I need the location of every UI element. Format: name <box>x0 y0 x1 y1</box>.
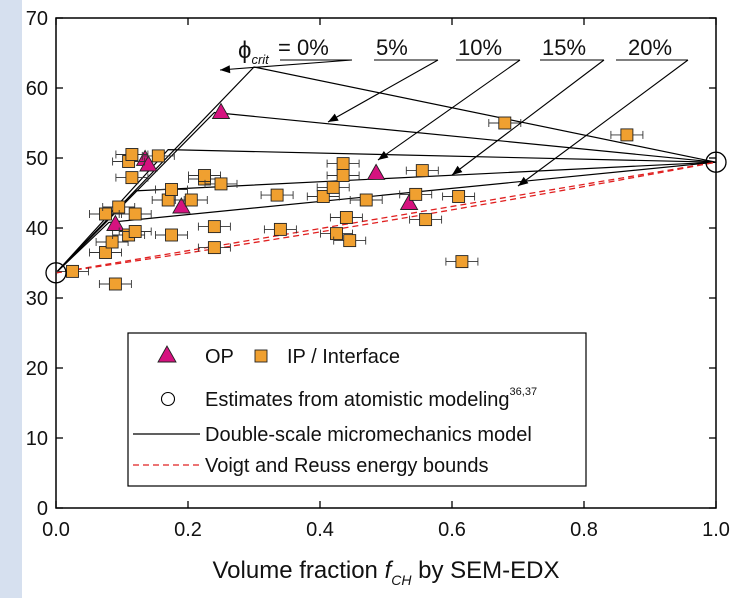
ip-point <box>128 207 142 221</box>
y-tick-label: 0 <box>37 498 48 520</box>
op-point <box>106 214 125 231</box>
model-line <box>55 148 717 274</box>
atomistic-estimate-point <box>705 151 727 173</box>
model-line-label: = 0% <box>278 35 329 60</box>
label-arrow <box>219 59 353 71</box>
ip-point <box>273 222 287 236</box>
arrow-head <box>452 165 463 175</box>
x-tick-label: 0.2 <box>174 519 202 541</box>
ip-point <box>419 213 433 227</box>
bound-lines <box>55 161 717 274</box>
model-line-label: 10% <box>458 35 502 60</box>
legend-bound-label: Voigt and Reuss energy bounds <box>205 455 489 477</box>
bound-line <box>55 161 717 274</box>
op-point <box>139 155 158 172</box>
model-line <box>55 111 717 274</box>
side-band <box>0 0 22 598</box>
legend-ip-symbol <box>254 349 268 363</box>
legend-op-label: OP <box>205 346 234 368</box>
x-tick-label: 0.8 <box>570 519 598 541</box>
ip-point <box>330 227 343 241</box>
data-points <box>45 102 727 291</box>
label-arrow <box>377 59 521 161</box>
ip-point <box>359 193 373 207</box>
ip-point <box>112 200 126 214</box>
arrow-head <box>518 176 529 186</box>
ip-point <box>125 171 139 185</box>
ip-point <box>336 169 350 182</box>
x-tick-label: 0.4 <box>306 519 334 541</box>
x-axis-title: Volume fraction fCH by SEM-EDX <box>212 557 559 588</box>
op-point <box>399 193 419 210</box>
ip-point <box>214 177 228 191</box>
ip-point <box>151 149 165 163</box>
legend-ip-label: IP / Interface <box>287 346 400 368</box>
x-tick-label: 0.6 <box>438 519 466 541</box>
y-tick-label: 10 <box>26 428 48 450</box>
ip-point <box>498 116 512 130</box>
ip-point <box>207 241 221 255</box>
legend-box <box>127 332 587 487</box>
ip-point <box>455 255 469 269</box>
legend: OP IP / Interface Estimates from atomistic… <box>127 332 587 487</box>
model-line <box>55 161 717 274</box>
model-line-label: 20% <box>628 35 672 60</box>
annotations: ϕcrit = 0% 5% 10% 15% 20% <box>238 35 672 67</box>
y-tick-label: 20 <box>26 358 48 380</box>
ip-point <box>99 246 112 259</box>
arrow-head <box>220 65 231 74</box>
y-tick-label: 30 <box>26 288 48 310</box>
model-line <box>55 161 717 274</box>
ip-point <box>339 211 353 224</box>
bound-line <box>55 161 717 274</box>
y-tick-label: 50 <box>26 148 48 170</box>
ip-point <box>409 187 423 201</box>
annotation-arrows <box>219 59 689 187</box>
ip-point <box>270 188 284 202</box>
y-tick-label: 60 <box>26 78 48 100</box>
ip-point <box>343 234 357 248</box>
ip-point <box>108 277 122 291</box>
ip-point <box>207 220 221 234</box>
model-line-label: 15% <box>542 35 586 60</box>
y-tick-label: 70 <box>26 8 48 30</box>
legend-circle-symbol <box>160 391 176 407</box>
ip-point <box>316 190 330 203</box>
ip-point <box>165 183 178 196</box>
label-arrow <box>327 59 439 123</box>
ip-point <box>326 180 340 194</box>
arrow-head <box>378 150 389 160</box>
arrow-head <box>328 113 339 122</box>
model-line-label: 5% <box>376 35 408 60</box>
phi-crit-symbol: ϕcrit <box>238 37 270 67</box>
op-point <box>211 102 231 119</box>
y-tick-label: 40 <box>26 218 48 240</box>
ip-point <box>125 148 139 161</box>
ip-point <box>620 128 634 142</box>
ip-point <box>336 157 350 171</box>
label-arrow <box>517 59 689 187</box>
x-tick-label: 1.0 <box>702 519 730 541</box>
atomistic-estimate-point <box>45 262 67 284</box>
label-arrow <box>451 59 605 176</box>
ip-point <box>99 207 112 221</box>
legend-model-label: Double-scale micromechanics model <box>205 424 532 446</box>
chart-axes: 0.0 0.2 0.4 0.6 0.8 1.0 0 10 20 30 40 50 60 70 <box>26 8 730 541</box>
ip-point <box>198 169 211 182</box>
ip-point <box>128 225 142 238</box>
ip-point <box>66 264 79 278</box>
legend-circle-label: Estimates from atomistic modeling36,37 <box>205 386 537 411</box>
x-tick-label: 0.0 <box>42 519 70 541</box>
ip-point <box>184 193 198 207</box>
legend-op-symbol <box>157 345 177 363</box>
ip-point <box>452 190 466 203</box>
op-point <box>366 163 386 180</box>
x-axis-label: Volume fraction fCH by SEM-EDX <box>212 557 559 588</box>
ip-point <box>415 164 429 178</box>
ip-point <box>105 235 119 249</box>
ip-point <box>165 228 178 242</box>
